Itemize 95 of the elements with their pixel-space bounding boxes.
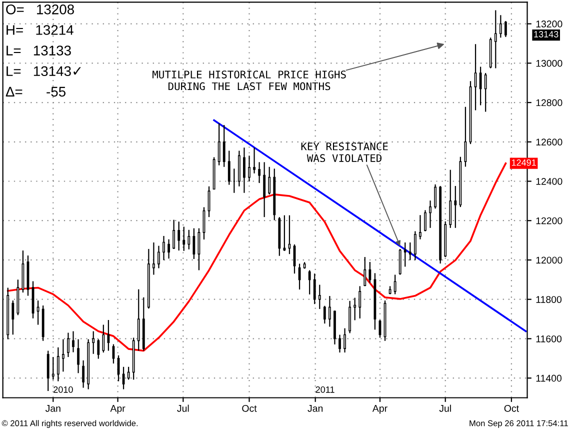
annotation: L= 13143✓: [6, 66, 81, 76]
candlestick: [313, 273, 316, 305]
x-tick-label: Jan: [308, 405, 323, 412]
x-tick-label: Oct: [242, 404, 257, 412]
annotation: L= 13133: [6, 46, 71, 56]
candlestick: [424, 210, 426, 232]
candlestick: [192, 228, 196, 260]
candlestick: [72, 330, 74, 353]
candlestick: [368, 261, 372, 284]
candlestick: [434, 184, 437, 210]
candlestick: [222, 124, 226, 168]
candlestick: [449, 169, 452, 228]
candlestick: [228, 150, 230, 186]
candlestick: [158, 245, 160, 269]
candlestick: [318, 284, 321, 310]
candlestick: [102, 324, 105, 354]
candlestick: [494, 10, 497, 69]
y-tick-label: 11600: [536, 335, 562, 342]
candlestick: [107, 319, 110, 352]
y-tick-label: 12800: [536, 99, 562, 106]
candlestick: [188, 229, 190, 250]
x-tick-label: Apr: [110, 405, 126, 414]
x-tick-label: Apr: [372, 405, 388, 414]
candlestick: [97, 338, 100, 360]
candlestick: [77, 338, 80, 374]
candlestick: [127, 366, 130, 380]
candlestick: [348, 300, 352, 334]
candlestick: [484, 72, 487, 112]
candlestick: [429, 200, 432, 228]
candlestick: [92, 330, 95, 354]
y-tick-label: 12400: [536, 178, 562, 185]
candlestick: [504, 20, 507, 38]
candlestick: [253, 147, 256, 174]
candlestick: [499, 14, 502, 38]
candlestick: [172, 219, 176, 250]
candlestick: [344, 328, 346, 354]
candlestick: [454, 185, 457, 228]
text: Mon Sep 26 2011 17:54:11: [470, 420, 568, 428]
candlestick: [178, 221, 180, 252]
candlestick: [36, 300, 40, 326]
candlestick: [168, 238, 170, 260]
annotation: KEY RESISTANCE WAS VIOLATED: [301, 142, 388, 162]
candlestick: [218, 122, 220, 166]
y-tick-label: 13200: [536, 20, 562, 28]
candlestick: [56, 346, 60, 382]
candlestick: [243, 147, 246, 194]
y-tick-label: 11800: [536, 296, 562, 303]
candlestick: [308, 270, 311, 295]
candlestick: [82, 360, 85, 388]
candlestick: [408, 242, 412, 261]
candlestick: [248, 155, 250, 182]
candlestick: [162, 235, 165, 261]
x-tick-label: Oct: [504, 404, 519, 412]
annotation: O= 13208: [6, 4, 74, 14]
y-tick-label: 13000: [536, 60, 562, 67]
candlestick: [358, 286, 362, 319]
data-label: 12491: [512, 159, 536, 166]
candlestick: [419, 214, 422, 240]
candlestick: [414, 230, 416, 261]
candlestick: [404, 242, 406, 268]
candlestick: [338, 334, 341, 354]
candlestick: [137, 288, 140, 352]
candlestick: [182, 226, 186, 252]
annotation: H= 13214: [6, 25, 74, 35]
candlestick: [479, 66, 482, 106]
candlestick: [52, 356, 54, 380]
candlestick: [268, 166, 271, 195]
annotation: MUTILPLE HISTORICAL PRICE HIGHS DURING THE LAST FEW MONTHS: [152, 70, 346, 90]
candlestick: [398, 248, 402, 276]
candlestick: [364, 256, 366, 287]
candlestick: [263, 162, 266, 218]
x-tick-label: Jan: [45, 405, 60, 412]
x-tick-label: Jul: [439, 404, 451, 412]
y-tick-label: 12000: [536, 256, 562, 264]
candlestick: [323, 305, 326, 324]
candlestick: [258, 162, 261, 184]
y-tick-label: 12200: [536, 217, 562, 224]
annotation: 2011: [316, 386, 334, 393]
annotation: 2010: [54, 386, 73, 393]
line-series: [6, 162, 507, 352]
candlestick: [12, 300, 14, 336]
candlestick: [283, 214, 286, 252]
candlestick: [67, 332, 70, 358]
text: 13143: [534, 31, 558, 38]
text: © 2011 All rights reserved worldwide.: [2, 420, 138, 428]
annotation: Δ= -55: [6, 86, 66, 97]
candlestick: [152, 242, 155, 276]
candlestick: [328, 295, 331, 328]
x-tick-label: Jul: [177, 404, 189, 412]
y-tick-label: 11400: [536, 374, 562, 382]
candlestick: [62, 338, 64, 372]
candlestick: [354, 297, 356, 321]
y-tick-label: 12600: [536, 138, 562, 146]
candlestick: [46, 350, 50, 392]
candlestick: [394, 274, 396, 295]
